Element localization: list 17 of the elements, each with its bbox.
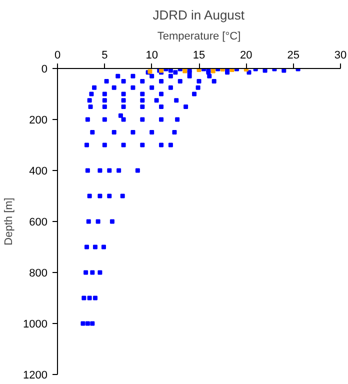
y-tick-label: 400 xyxy=(29,166,48,178)
x-tick-label: 0 xyxy=(54,50,61,62)
x-tick-label: 15 xyxy=(192,50,206,62)
x-tick-label: 10 xyxy=(146,50,158,62)
y-axis-title: Depth [m] xyxy=(3,198,16,246)
x-tick-label: 25 xyxy=(287,50,300,62)
y-tick-label: 1200 xyxy=(23,370,48,382)
y-tick-label: 800 xyxy=(29,268,48,280)
y-tick-label: 600 xyxy=(29,216,48,228)
y-tick-label: 200 xyxy=(29,114,48,126)
x-axis-title: Temperature [°C] xyxy=(157,30,241,42)
y-tick-label: 1000 xyxy=(23,318,48,330)
x-tick-label: 20 xyxy=(240,50,252,62)
chart-title: JDRD in August xyxy=(152,8,245,22)
x-tick-label: 5 xyxy=(102,50,108,62)
x-tick-label: 30 xyxy=(334,50,347,62)
y-tick-label: 0 xyxy=(41,64,48,76)
